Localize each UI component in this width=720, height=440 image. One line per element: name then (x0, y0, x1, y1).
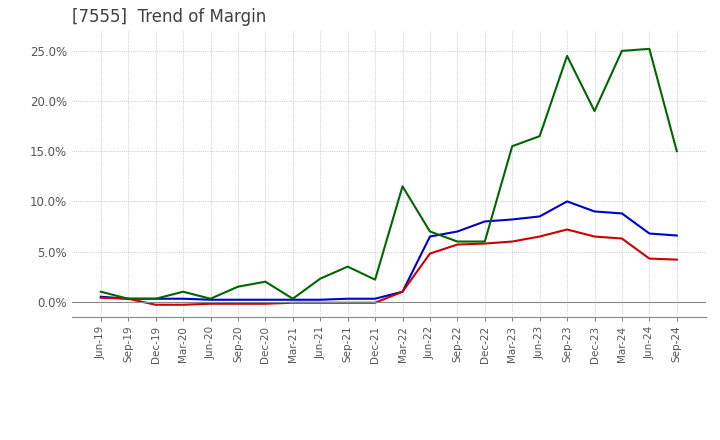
Operating Cashflow (508, 143, 516, 149)
Operating Cashflow (371, 277, 379, 282)
Net Income (426, 251, 434, 256)
Ordinary Income (343, 296, 352, 301)
Net Income (398, 289, 407, 294)
Ordinary Income (618, 211, 626, 216)
Operating Cashflow (618, 48, 626, 54)
Net Income (179, 302, 187, 308)
Net Income (590, 234, 599, 239)
Net Income (618, 236, 626, 241)
Operating Cashflow (151, 296, 160, 301)
Net Income (480, 241, 489, 246)
Operating Cashflow (124, 296, 132, 301)
Ordinary Income (371, 296, 379, 301)
Ordinary Income (179, 296, 187, 301)
Net Income (124, 296, 132, 301)
Net Income (563, 227, 572, 232)
Net Income (453, 242, 462, 247)
Ordinary Income (96, 294, 105, 299)
Net Income (536, 234, 544, 239)
Operating Cashflow (480, 239, 489, 244)
Ordinary Income (289, 297, 297, 302)
Net Income (289, 300, 297, 305)
Line: Operating Cashflow: Operating Cashflow (101, 49, 677, 299)
Ordinary Income (590, 209, 599, 214)
Operating Cashflow (206, 296, 215, 301)
Operating Cashflow (316, 276, 325, 281)
Text: [7555]  Trend of Margin: [7555] Trend of Margin (72, 8, 266, 26)
Ordinary Income (316, 297, 325, 302)
Ordinary Income (124, 296, 132, 301)
Operating Cashflow (96, 289, 105, 294)
Ordinary Income (261, 297, 270, 302)
Net Income (151, 302, 160, 308)
Operating Cashflow (453, 239, 462, 244)
Net Income (261, 301, 270, 306)
Ordinary Income (233, 297, 242, 302)
Operating Cashflow (426, 229, 434, 234)
Ordinary Income (480, 219, 489, 224)
Ordinary Income (426, 234, 434, 239)
Net Income (233, 301, 242, 306)
Operating Cashflow (398, 184, 407, 189)
Operating Cashflow (343, 264, 352, 269)
Operating Cashflow (536, 133, 544, 139)
Operating Cashflow (233, 284, 242, 290)
Operating Cashflow (289, 296, 297, 301)
Net Income (371, 300, 379, 305)
Operating Cashflow (261, 279, 270, 284)
Ordinary Income (536, 214, 544, 219)
Ordinary Income (508, 217, 516, 222)
Net Income (508, 239, 516, 244)
Operating Cashflow (672, 149, 681, 154)
Line: Ordinary Income: Ordinary Income (101, 202, 677, 300)
Ordinary Income (151, 296, 160, 301)
Net Income (96, 295, 105, 301)
Legend: Ordinary Income, Net Income, Operating Cashflow: Ordinary Income, Net Income, Operating C… (147, 436, 631, 440)
Ordinary Income (645, 231, 654, 236)
Net Income (343, 300, 352, 305)
Line: Net Income: Net Income (101, 230, 677, 305)
Net Income (206, 301, 215, 306)
Net Income (316, 300, 325, 305)
Ordinary Income (672, 233, 681, 238)
Net Income (672, 257, 681, 262)
Ordinary Income (398, 289, 407, 294)
Operating Cashflow (563, 53, 572, 59)
Operating Cashflow (179, 289, 187, 294)
Net Income (645, 256, 654, 261)
Ordinary Income (453, 229, 462, 234)
Ordinary Income (563, 199, 572, 204)
Operating Cashflow (645, 46, 654, 51)
Ordinary Income (206, 297, 215, 302)
Operating Cashflow (590, 108, 599, 114)
